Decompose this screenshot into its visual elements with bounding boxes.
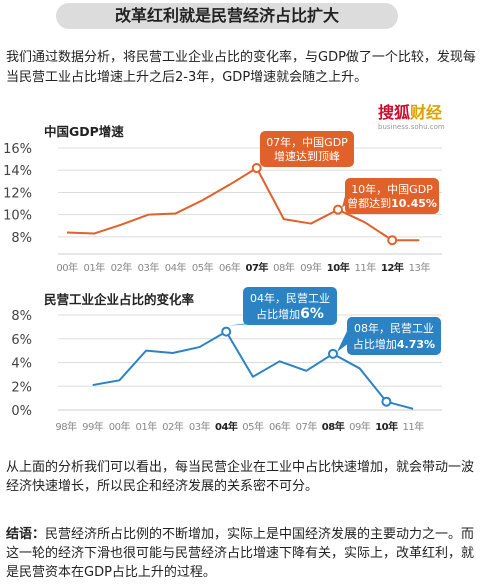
y-tick-label: 2% [11, 380, 32, 395]
series-line [92, 330, 414, 410]
data-point [328, 348, 338, 359]
conclusion-paragraph: 结语：民营经济所占比例的不断增加，实际上是中国经济发展的主要动力之一。而这一轮的… [6, 525, 482, 582]
callout-box [260, 131, 354, 167]
y-tick-label: 4% [11, 357, 32, 372]
x-tick-label: 09年 [300, 261, 322, 274]
x-tick-label: 06年 [219, 261, 241, 274]
x-tick-label: 02年 [162, 420, 184, 433]
chart-title: 中国GDP增速 [44, 124, 124, 139]
x-tick-label: 11年 [354, 261, 376, 274]
x-tick-label: 13年 [409, 261, 431, 274]
series-line [66, 167, 420, 242]
callout-line2: 占比增加6% [256, 306, 324, 322]
charts-area: 中国GDP增速 8% 10% 12% 14% 16% 00年 01年 02年 03年 04年 05年 0… [3, 124, 442, 433]
x-tick-label: 06年 [269, 420, 291, 433]
callout-box [347, 317, 441, 355]
y-tick-label: 0% [11, 404, 32, 419]
x-tick-label: 08年 [322, 420, 345, 433]
conclusion-label: 结语： [6, 527, 46, 542]
callout-text: 占比增加 [256, 307, 300, 321]
logo-text-b: 财经 [410, 103, 443, 122]
x-tick-label: 98年 [55, 420, 77, 433]
y-tick-label: 14% [3, 164, 32, 179]
data-point [387, 235, 398, 246]
callout-emphasis: 6% [300, 306, 324, 322]
y-tick-label: 10% [3, 209, 32, 224]
conclusion-text: 民营经济所占比例的不断增加，实际上是中国经济发展的主要动力之一。而这一轮的经济下… [6, 527, 475, 580]
x-tick-label: 02年 [111, 261, 133, 274]
x-tick-label: 10年 [327, 261, 350, 274]
x-tick-label: 03年 [189, 420, 211, 433]
y-tick-label: 6% [11, 333, 32, 348]
x-tick-label: 01年 [135, 420, 157, 433]
chart-private: 民营工业企业占比的变化率 0% 2% 4% 6% 8% 98年 99年 00年 01年 02年 03年… [11, 287, 442, 433]
x-tick-label: 05年 [242, 420, 264, 433]
data-point [381, 396, 392, 407]
data-point [251, 163, 262, 173]
callout-line1: 08年，民营工业 [354, 321, 434, 335]
x-tick-label: 07年 [245, 261, 268, 274]
y-tick-label: 12% [3, 186, 32, 201]
callout-line1: 07年，中国GDP [266, 135, 348, 149]
callout-box [243, 287, 337, 325]
callout-emphasis: 4.73% [397, 338, 435, 351]
x-tick-label: 08年 [273, 261, 295, 274]
intro-paragraph: 我们通过数据分析，将民营工业企业占比的变化率，与GDP做了一个比较，发现每当民营… [6, 50, 476, 85]
x-tick-label: 04年 [165, 261, 187, 274]
callout-text: 曾都达到 [347, 196, 391, 210]
x-tick-label: 12年 [381, 261, 404, 274]
y-tick-label: 8% [11, 231, 32, 246]
x-tick-label: 07年 [296, 420, 318, 433]
chart-title: 民营工业企业占比的变化率 [44, 292, 195, 307]
callout-box [345, 178, 439, 214]
x-tick-label: 04年 [215, 420, 238, 433]
chart-gdp: 中国GDP增速 8% 10% 12% 14% 16% 00年 01年 02年 03年 04年 05年 0… [3, 124, 442, 274]
callout-text: 占比增加 [353, 337, 397, 351]
callout-line2: 占比增加4.73% [353, 337, 435, 351]
callout-line1: 04年，民营工业 [250, 291, 330, 305]
data-point [221, 326, 232, 337]
x-tick-label: 00年 [56, 261, 78, 274]
y-tick-label: 16% [3, 142, 32, 157]
x-tick-label: 09年 [349, 420, 371, 433]
callout-line2: 增速达到顶峰 [274, 149, 340, 163]
data-point [333, 204, 343, 215]
y-tick-label: 8% [11, 309, 32, 324]
callout-pointer [228, 323, 265, 326]
x-tick-label: 99年 [82, 420, 104, 433]
x-tick-label: 10年 [375, 420, 398, 433]
logo-text-a: 搜狐 [378, 103, 411, 122]
logo-url: business.sohu.com [378, 123, 445, 131]
x-tick-label: 01年 [83, 261, 105, 274]
x-tick-label: 03年 [138, 261, 160, 274]
callout-line1: 10年，中国GDP [351, 182, 433, 196]
callout-text: 增速达到顶峰 [274, 149, 340, 163]
callout-emphasis: 10.45% [391, 197, 437, 210]
x-tick-label: 05年 [192, 261, 214, 274]
sohu-finance-logo: 搜狐财经 business.sohu.com [378, 104, 478, 132]
x-tick-label: 00年 [109, 420, 131, 433]
analysis-paragraph: 从上面的分析我们可以看出，每当民营企业在工业中占比快速增加，就会带动一波经济快速… [6, 460, 475, 494]
callout-line2: 曾都达到10.45% [347, 196, 437, 210]
callout-pointer [337, 327, 349, 352]
page-title: 改革红利就是民营经济占比扩大 [56, 3, 398, 29]
x-tick-label: 11年 [402, 420, 424, 433]
